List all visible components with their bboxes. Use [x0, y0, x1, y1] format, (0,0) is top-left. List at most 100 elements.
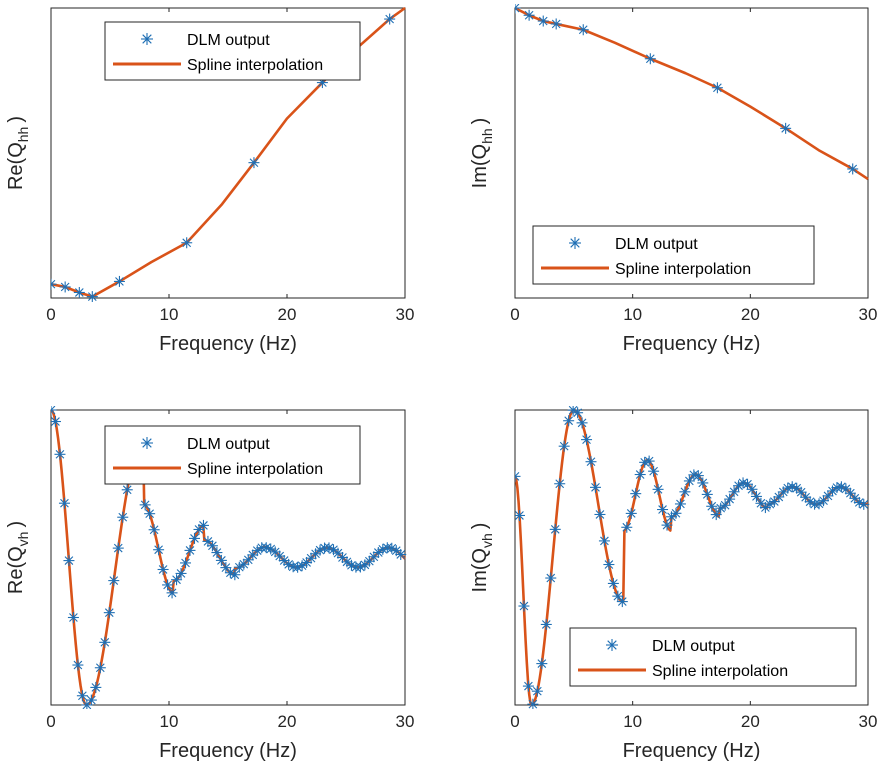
dlm-marker: [229, 569, 241, 581]
axes-box: [514, 7, 869, 299]
dlm-marker: [589, 481, 601, 493]
dlm-marker: [248, 157, 260, 169]
dlm-marker: [108, 575, 120, 587]
dlm-marker: [72, 659, 84, 671]
dlm-marker: [630, 488, 642, 500]
dlm-marker: [545, 572, 557, 584]
dlm-marker: [171, 574, 183, 586]
x-tick-label: 30: [859, 305, 878, 324]
x-tick-label: 20: [741, 712, 760, 731]
x-tick-label: 0: [510, 712, 519, 731]
dlm-marker: [386, 542, 398, 554]
dlm-marker: [323, 542, 335, 554]
dlm-marker: [670, 507, 682, 519]
dlm-marker: [162, 579, 174, 591]
y-axis-label: Im(Qvh): [469, 523, 495, 593]
legend-label-dlm: DLM output: [652, 638, 735, 655]
y-axis-label: Re(Qhh): [5, 116, 31, 190]
dlm-marker: [314, 544, 326, 556]
dlm-marker: [175, 567, 187, 579]
dlm-marker: [144, 508, 156, 520]
dlm-marker: [139, 499, 151, 511]
x-tick-label: 30: [859, 712, 878, 731]
spline-line: [515, 6, 869, 181]
y-axis-label: Re(Qvh): [5, 521, 31, 594]
dlm-marker: [63, 555, 75, 567]
dlm-marker: [153, 544, 165, 556]
dlm-marker: [710, 509, 722, 521]
dlm-marker: [377, 543, 389, 555]
subplot-3: 0 10 20 30 Frequency (Hz) Re(Qvh) DLM output Sp…: [5, 406, 414, 762]
x-tick-label: 10: [160, 305, 179, 324]
legend-label-spline: Spline interpolation: [652, 663, 788, 680]
dlm-marker: [728, 486, 740, 498]
x-tick-label: 10: [623, 305, 642, 324]
plot-area: [51, 406, 407, 709]
dlm-marker: [113, 275, 125, 287]
dlm-marker: [99, 636, 111, 648]
dlm-marker: [558, 440, 570, 452]
dlm-marker: [572, 407, 584, 419]
dlm-marker: [527, 698, 539, 709]
dlm-marker: [847, 163, 859, 175]
dlm-marker: [661, 519, 673, 531]
dlm-marker: [692, 470, 704, 482]
dlm-marker: [652, 483, 664, 495]
dlm-marker: [522, 680, 534, 692]
legend-marker-icon: [141, 437, 153, 449]
legend-marker-icon: [141, 33, 153, 45]
dlm-marker: [683, 475, 695, 487]
dlm-marker: [549, 523, 561, 535]
dlm-marker: [518, 600, 530, 612]
dlm-marker: [94, 662, 106, 674]
dlm-marker: [603, 559, 615, 571]
dlm-marker: [540, 618, 552, 630]
dlm-marker: [657, 504, 669, 516]
dlm-marker: [719, 499, 731, 511]
dlm-marker: [563, 415, 575, 427]
dlm-marker: [188, 532, 200, 544]
legend-box: [104, 425, 361, 485]
dlm-marker: [54, 448, 66, 460]
dlm-marker: [73, 286, 85, 298]
x-axis-label: Frequency (Hz): [159, 740, 297, 762]
legend-box: [569, 627, 857, 687]
dlm-marker: [332, 547, 344, 559]
dlm-marker: [157, 563, 169, 575]
dlm-marker: [858, 498, 870, 510]
x-tick-label: 20: [278, 712, 297, 731]
dlm-marker: [531, 685, 543, 697]
legend-label-spline: Spline interpolation: [187, 57, 323, 74]
dlm-marker: [585, 456, 597, 468]
dlm-marker: [148, 524, 160, 536]
plot-area: [515, 4, 869, 181]
legend-marker-icon: [606, 639, 618, 651]
dlm-marker: [90, 681, 102, 693]
dlm-marker: [180, 557, 192, 569]
dlm-marker: [76, 690, 88, 702]
dlm-marker: [515, 470, 521, 482]
dlm-marker: [117, 511, 129, 523]
dlm-marker: [711, 82, 723, 94]
dlm-marker: [515, 509, 525, 521]
dlm-marker: [395, 548, 407, 560]
dlm-marker: [202, 535, 214, 547]
dlm-marker: [197, 519, 209, 531]
dlm-marker: [515, 4, 521, 14]
legend-label-spline: Spline interpolation: [187, 461, 323, 478]
dlm-marker: [826, 485, 838, 497]
dlm-marker: [643, 455, 655, 467]
x-tick-label: 0: [510, 305, 519, 324]
dlm-marker: [634, 469, 646, 481]
dlm-marker: [85, 694, 97, 706]
legend: DLM output Spline interpolation: [569, 627, 857, 687]
dlm-marker: [706, 500, 718, 512]
x-tick-label: 10: [623, 712, 642, 731]
dlm-marker: [644, 53, 656, 65]
legend-box: [104, 21, 361, 81]
dlm-marker: [59, 281, 71, 293]
dlm-marker: [283, 558, 295, 570]
x-axis-label: Frequency (Hz): [623, 333, 761, 355]
subplot-1: 0 10 20 30 Frequency (Hz) Re(Qhh) DLM output Sp…: [5, 6, 414, 355]
x-tick-label: 20: [278, 305, 297, 324]
